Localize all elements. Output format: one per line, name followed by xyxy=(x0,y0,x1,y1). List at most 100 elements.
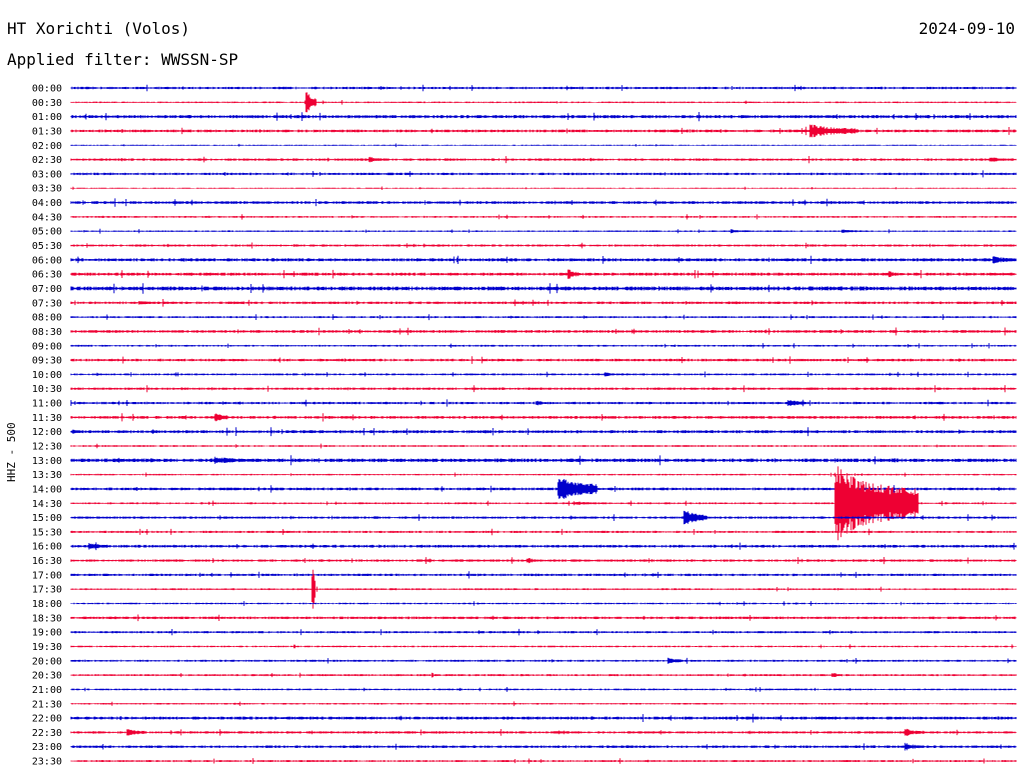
row-time-label: 23:00 xyxy=(32,742,62,753)
row-time-label: 22:00 xyxy=(32,714,62,725)
seismogram-trace xyxy=(70,214,1017,220)
row-time-label: 03:00 xyxy=(32,169,62,180)
row-time-label: 07:00 xyxy=(32,284,62,295)
seismogram-trace xyxy=(70,728,1017,736)
row-time-label: 10:30 xyxy=(32,384,62,395)
seismogram-trace xyxy=(70,701,1017,707)
seismogram-trace xyxy=(70,84,1017,92)
seismogram-trace xyxy=(70,713,1017,723)
row-time-label: 11:30 xyxy=(32,413,62,424)
row-time-label: 01:30 xyxy=(32,126,62,137)
seismogram-trace xyxy=(70,283,1017,294)
row-time-label: 20:30 xyxy=(32,671,62,682)
row-time-label: 01:00 xyxy=(32,112,62,123)
row-time-label: 21:00 xyxy=(32,685,62,696)
filter-label: Applied filter: WWSSN-SP xyxy=(7,50,239,69)
channel-label: HHZ - 50000 xyxy=(5,422,18,482)
seismogram-trace xyxy=(70,510,1017,525)
row-time-label: 05:00 xyxy=(32,227,62,238)
row-time-label: 18:30 xyxy=(32,613,62,624)
seismogram-trace xyxy=(70,443,1017,449)
row-time-label: 19:00 xyxy=(32,628,62,639)
seismogram-trace xyxy=(70,92,1017,113)
date-label: 2024-09-10 xyxy=(918,19,1015,38)
row-time-label: 00:00 xyxy=(32,84,62,95)
seismogram-trace xyxy=(70,614,1017,622)
seismogram-trace xyxy=(70,124,1017,138)
seismogram-trace xyxy=(70,528,1017,536)
row-time-label: 06:00 xyxy=(32,255,62,266)
row-time-label: 09:30 xyxy=(32,356,62,367)
row-time-label: 03:30 xyxy=(32,184,62,195)
row-time-label: 13:30 xyxy=(32,470,62,481)
row-time-label: 17:30 xyxy=(32,585,62,596)
seismogram-trace xyxy=(70,569,1017,609)
row-time-label: 12:00 xyxy=(32,427,62,438)
seismogram-trace xyxy=(70,314,1017,321)
row-time-label: 04:30 xyxy=(32,212,62,223)
row-time-label: 14:00 xyxy=(32,484,62,495)
station-title: HT Xorichti (Volos) xyxy=(7,19,191,38)
seismogram-trace xyxy=(70,299,1017,307)
seismogram-trace xyxy=(70,466,1017,541)
row-time-label: 12:30 xyxy=(32,442,62,453)
seismogram-trace xyxy=(70,356,1017,364)
row-time-label: 10:00 xyxy=(32,370,62,381)
row-time-label: 14:30 xyxy=(32,499,62,510)
row-time-label: 15:30 xyxy=(32,527,62,538)
seismogram-trace xyxy=(70,571,1017,579)
row-time-label: 16:30 xyxy=(32,556,62,567)
seismogram-trace xyxy=(70,455,1017,466)
seismogram-trace xyxy=(70,758,1017,764)
seismogram-trace xyxy=(70,269,1017,279)
row-time-label: 02:30 xyxy=(32,155,62,166)
row-time-label: 07:30 xyxy=(32,298,62,309)
seismogram-trace xyxy=(70,371,1017,378)
seismogram-trace xyxy=(70,472,1017,477)
seismogram-trace xyxy=(70,742,1017,751)
seismogram-trace xyxy=(70,385,1017,393)
seismogram-trace xyxy=(70,242,1017,249)
row-time-label: 13:00 xyxy=(32,456,62,467)
seismogram-trace xyxy=(70,343,1017,349)
seismogram-trace xyxy=(70,255,1017,264)
row-time-label: 19:30 xyxy=(32,642,62,653)
row-time-label: 02:00 xyxy=(32,141,62,152)
row-time-label: 00:30 xyxy=(32,98,62,109)
row-time-label: 23:30 xyxy=(32,757,62,768)
row-time-label: 15:00 xyxy=(32,513,62,524)
seismogram-trace xyxy=(70,327,1017,336)
seismogram-trace xyxy=(70,672,1017,678)
seismogram-trace xyxy=(70,186,1017,190)
seismogram-trace xyxy=(70,601,1017,606)
seismogram-trace xyxy=(70,399,1017,407)
row-time-label: 20:00 xyxy=(32,656,62,667)
row-time-label: 11:00 xyxy=(32,399,62,410)
seismogram-trace xyxy=(70,657,1017,664)
seismogram-trace xyxy=(70,228,1017,234)
row-time-label: 18:00 xyxy=(32,599,62,610)
channel-label-text: HHZ - 50000 xyxy=(5,422,18,482)
row-time-label: 08:30 xyxy=(32,327,62,338)
row-time-label: 09:00 xyxy=(32,341,62,352)
row-time-label: 06:30 xyxy=(32,270,62,281)
row-time-label: 08:00 xyxy=(32,313,62,324)
seismogram-trace xyxy=(70,413,1017,422)
row-time-label: 21:30 xyxy=(32,699,62,710)
seismogram-trace xyxy=(70,112,1017,122)
seismogram-trace xyxy=(70,156,1017,164)
seismogram-trace xyxy=(70,557,1017,565)
seismogram-trace xyxy=(70,628,1017,636)
row-time-label: 22:30 xyxy=(32,728,62,739)
seismogram-trace xyxy=(70,143,1017,148)
seismogram-trace xyxy=(70,479,1017,499)
seismogram-trace xyxy=(70,170,1017,178)
seismogram-trace xyxy=(70,644,1017,649)
seismogram-trace xyxy=(70,542,1017,551)
seismogram-trace xyxy=(70,427,1017,437)
row-time-label: 05:30 xyxy=(32,241,62,252)
seismogram-trace xyxy=(70,198,1017,207)
row-time-label: 16:00 xyxy=(32,542,62,553)
row-time-label: 17:00 xyxy=(32,570,62,581)
row-time-label: 04:00 xyxy=(32,198,62,209)
